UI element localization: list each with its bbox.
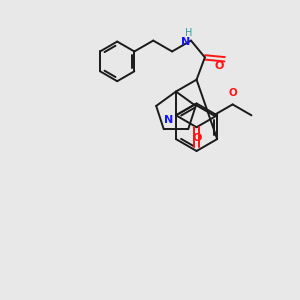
Text: N: N bbox=[164, 115, 173, 125]
Text: O: O bbox=[215, 61, 224, 71]
Text: H: H bbox=[185, 28, 193, 38]
Text: N: N bbox=[182, 37, 191, 46]
Text: O: O bbox=[193, 133, 202, 143]
Text: O: O bbox=[228, 88, 237, 98]
